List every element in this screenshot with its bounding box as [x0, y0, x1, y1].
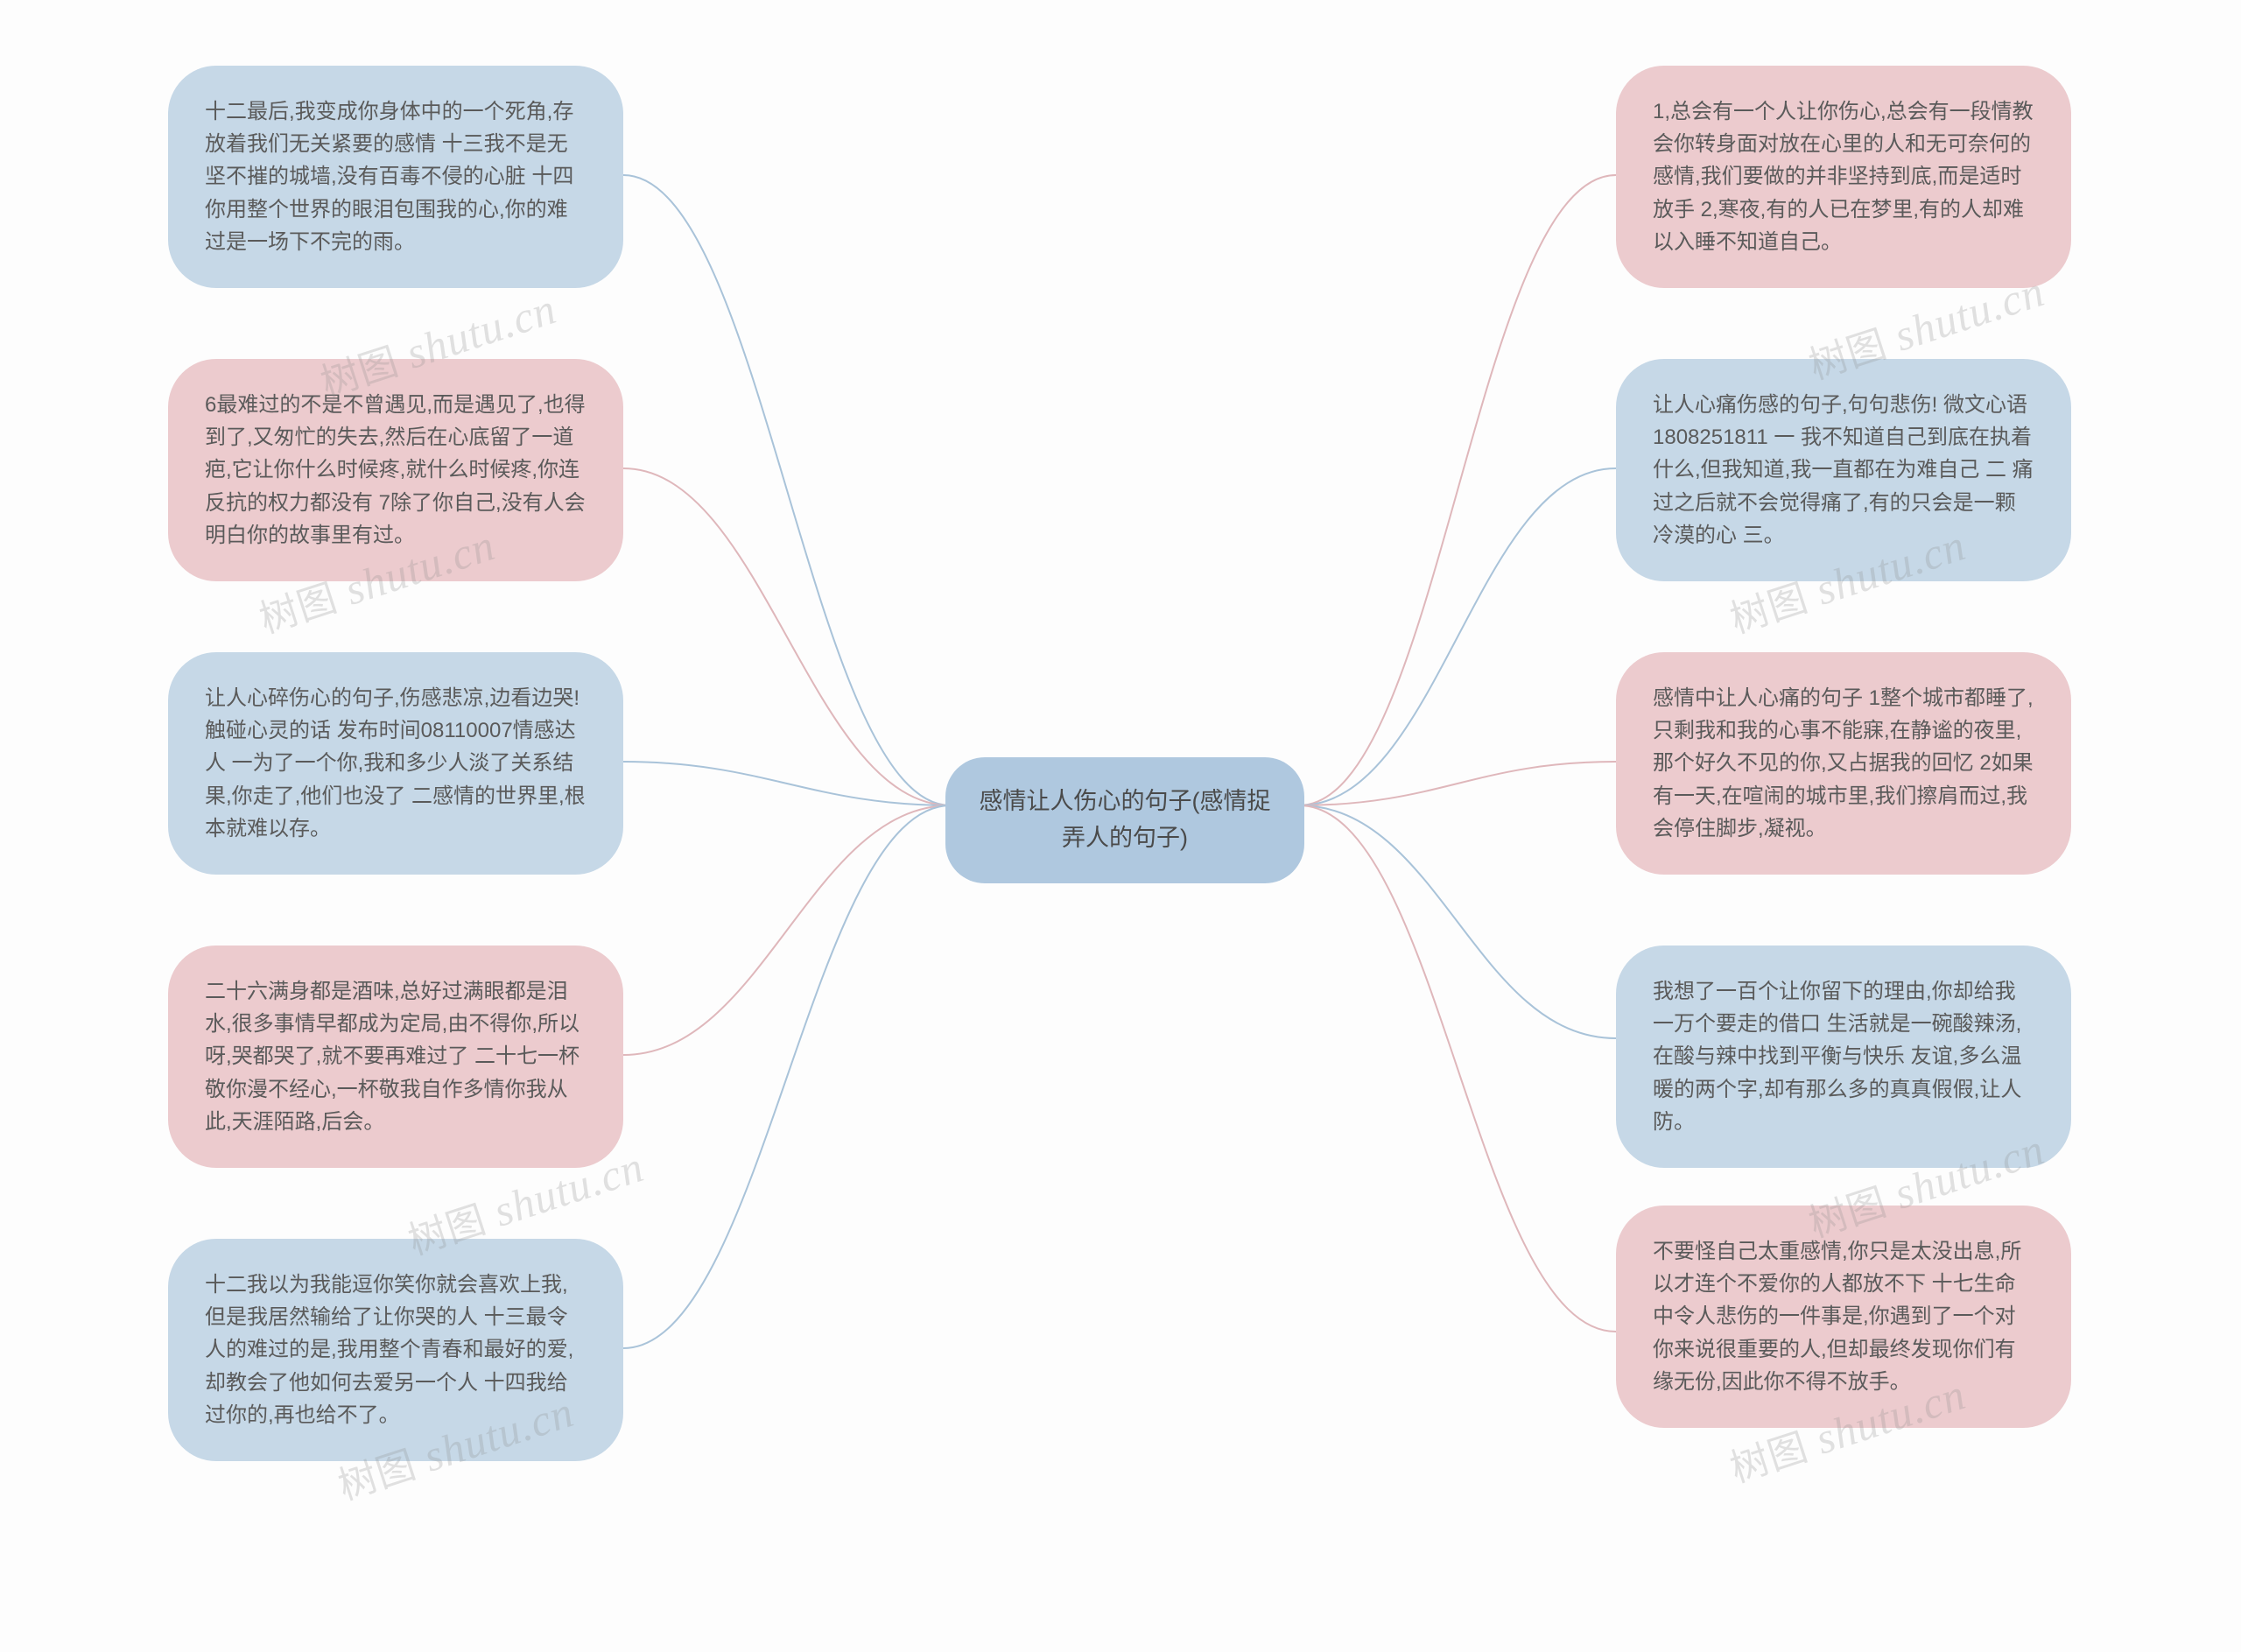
mindmap-right-node-0: 1,总会有一个人让你伤心,总会有一段情教会你转身面对放在心里的人和无可奈何的感情… — [1616, 66, 2071, 288]
mindmap-left-node-0: 十二最后,我变成你身体中的一个死角,存放着我们无关紧要的感情 十三我不是无坚不摧… — [168, 66, 623, 288]
mindmap-left-node-2: 让人心碎伤心的句子,伤感悲凉,边看边哭! 触碰心灵的话 发布时间08110007… — [168, 652, 623, 875]
mindmap-center-node: 感情让人伤心的句子(感情捉弄人的句子) — [945, 757, 1304, 883]
mindmap-left-node-4: 十二我以为我能逗你笑你就会喜欢上我,但是我居然输给了让你哭的人 十三最令人的难过… — [168, 1239, 623, 1461]
mindmap-left-node-3: 二十六满身都是酒味,总好过满眼都是泪水,很多事情早都成为定局,由不得你,所以呀,… — [168, 946, 623, 1168]
mindmap-right-node-2: 感情中让人心痛的句子 1整个城市都睡了,只剩我和我的心事不能寐,在静谧的夜里,那… — [1616, 652, 2071, 875]
mindmap-right-node-4: 不要怪自己太重感情,你只是太没出息,所以才连个不爱你的人都放不下 十七生命中令人… — [1616, 1206, 2071, 1428]
mindmap-right-node-3: 我想了一百个让你留下的理由,你却给我一万个要走的借口 生活就是一碗酸辣汤,在酸与… — [1616, 946, 2071, 1168]
mindmap-left-node-1: 6最难过的不是不曾遇见,而是遇见了,也得到了,又匆忙的失去,然后在心底留了一道疤… — [168, 359, 623, 581]
mindmap-right-node-1: 让人心痛伤感的句子,句句悲伤! 微文心语 1808251811 一 我不知道自己… — [1616, 359, 2071, 581]
